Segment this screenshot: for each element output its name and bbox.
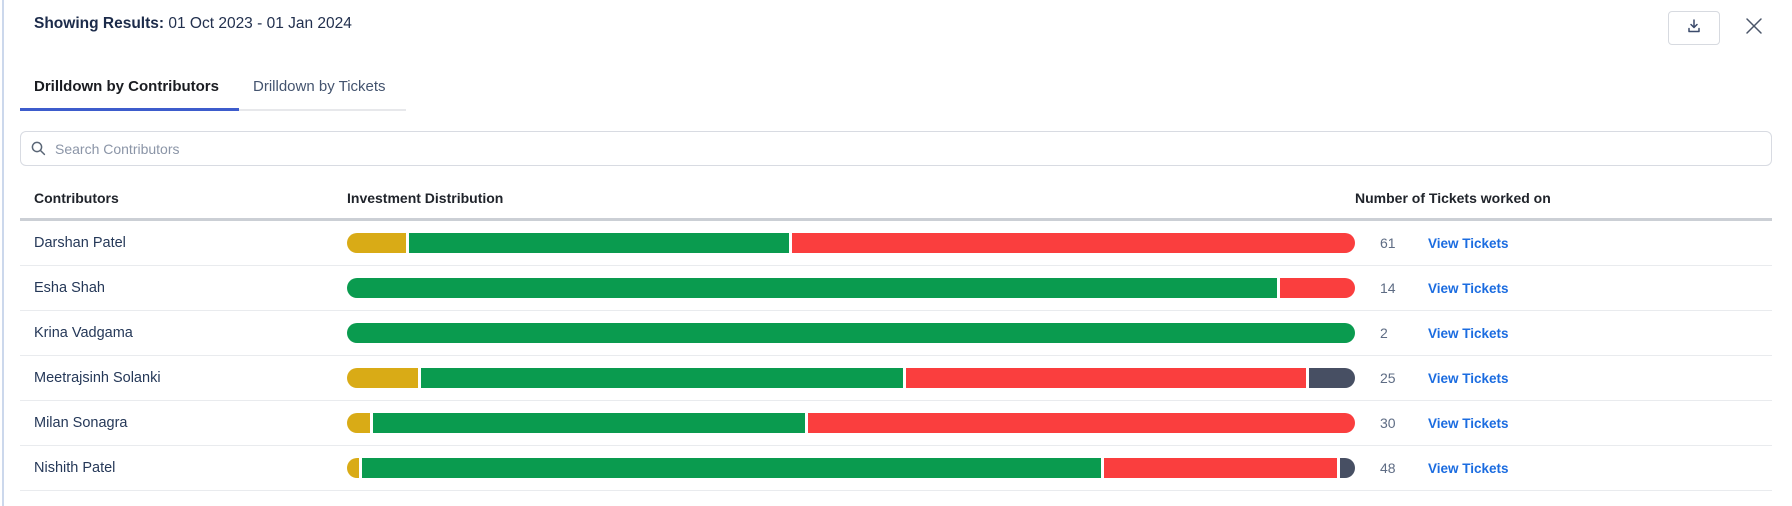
view-tickets-link[interactable]: View Tickets [1428,460,1509,476]
view-tickets-link[interactable]: View Tickets [1428,235,1509,251]
column-header-contributors: Contributors [34,190,119,206]
contributor-name: Milan Sonagra [34,415,128,431]
bar-segment-dark [1309,368,1355,388]
panel-left-edge [2,0,4,506]
view-tickets-link[interactable]: View Tickets [1428,415,1509,431]
contributor-name: Krina Vadgama [34,325,133,341]
bar-segment-green [347,323,1355,343]
investment-bar [347,323,1355,343]
showing-results: Showing Results: 01 Oct 2023 - 01 Jan 20… [34,15,1772,33]
showing-results-value: 01 Oct 2023 - 01 Jan 2024 [168,15,352,32]
bar-segment-green [421,368,904,388]
ticket-count: 30 [1380,415,1396,431]
table-row: Milan Sonagra 30 View Tickets [20,401,1772,446]
view-tickets-link[interactable]: View Tickets [1428,280,1509,296]
table-row: Krina Vadgama 2 View Tickets [20,311,1772,356]
view-tickets-link[interactable]: View Tickets [1428,370,1509,386]
table-header-row: Contributors Investment Distribution Num… [20,166,1772,221]
showing-results-label: Showing Results: [34,15,165,32]
panel-header: Showing Results: 01 Oct 2023 - 01 Jan 20… [0,0,1792,60]
close-icon [1743,15,1765,42]
close-button[interactable] [1742,16,1766,40]
column-header-tickets-worked-on: Number of Tickets worked on [1355,190,1551,206]
contributor-name: Darshan Patel [34,235,126,251]
table-row: Esha Shah 14 View Tickets [20,266,1772,311]
bar-segment-red [906,368,1307,388]
table-row: Darshan Patel 61 View Tickets [20,221,1772,266]
bar-segment-red [1104,458,1337,478]
investment-bar [347,368,1355,388]
bar-segment-red [1280,278,1355,298]
table-row: Meetrajsinh Solanki 25 View Tickets [20,356,1772,401]
search-icon [31,141,46,156]
tab-drilldown-by-contributors[interactable]: Drilldown by Contributors [20,68,239,111]
bar-segment-yellow [347,233,407,253]
ticket-count: 61 [1380,235,1396,251]
search-input[interactable] [20,131,1772,166]
view-tickets-link[interactable]: View Tickets [1428,325,1509,341]
contributors-table: Contributors Investment Distribution Num… [20,166,1772,491]
contributor-name: Meetrajsinh Solanki [34,370,161,386]
investment-bar [347,413,1355,433]
investment-bar [347,233,1355,253]
ticket-count: 48 [1380,460,1396,476]
contributor-name: Esha Shah [34,280,105,296]
investment-bar [347,278,1355,298]
bar-segment-dark [1339,458,1355,478]
bar-segment-green [373,413,805,433]
bar-segment-green [362,458,1102,478]
ticket-count: 14 [1380,280,1396,296]
bar-segment-yellow [347,458,360,478]
drilldown-tabs: Drilldown by Contributors Drilldown by T… [20,68,406,111]
bar-segment-yellow [347,413,371,433]
column-header-investment-distribution: Investment Distribution [347,190,504,206]
ticket-count: 2 [1380,325,1388,341]
investment-bar [347,458,1355,478]
download-button[interactable] [1668,11,1720,45]
table-row: Nishith Patel 48 View Tickets [20,446,1772,491]
bar-segment-red [791,233,1355,253]
bar-segment-green [409,233,789,253]
table-body: Darshan Patel 61 View Tickets Esha Shah … [20,221,1772,491]
bar-segment-yellow [347,368,419,388]
download-icon [1685,17,1703,40]
tab-drilldown-by-tickets[interactable]: Drilldown by Tickets [253,78,386,95]
bar-segment-green [347,278,1278,298]
ticket-count: 25 [1380,370,1396,386]
contributor-name: Nishith Patel [34,460,116,476]
search-bar [20,131,1772,166]
bar-segment-red [807,413,1355,433]
